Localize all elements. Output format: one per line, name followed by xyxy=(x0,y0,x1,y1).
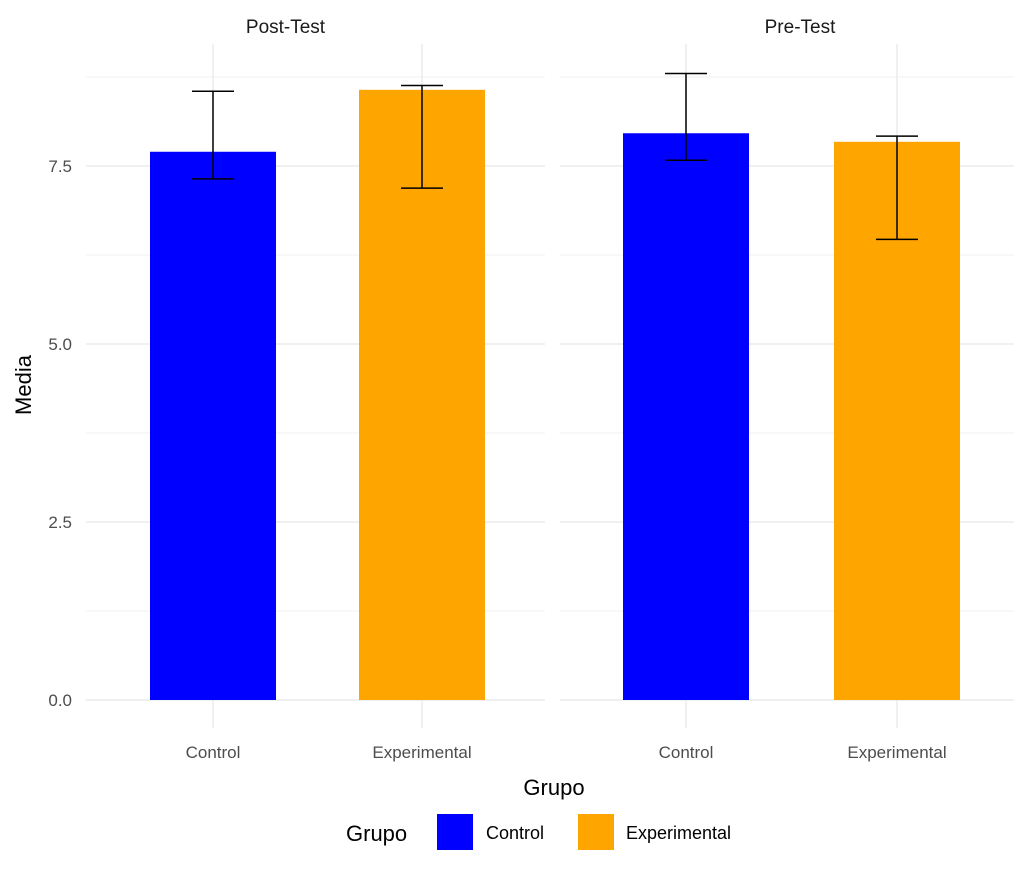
legend-swatch-control xyxy=(437,814,473,850)
y-axis-title: Media xyxy=(11,354,36,415)
y-tick-label: 2.5 xyxy=(48,513,72,532)
facet-panel-1: Pre-Test Control Experimental xyxy=(560,17,1014,762)
legend: Grupo Control Experimental xyxy=(346,814,731,850)
x-tick-label: Control xyxy=(186,743,241,762)
y-tick-label: 7.5 xyxy=(48,157,72,176)
facet-panel-0: Post-Test Control Experimental xyxy=(86,17,545,762)
bar-control xyxy=(150,151,276,700)
bar-experimental xyxy=(359,89,485,701)
x-tick-label: Experimental xyxy=(372,743,471,762)
facets-layer: Post-Test Control Experimental Pre-Test Cont… xyxy=(86,17,1014,762)
y-tick-label: 0.0 xyxy=(48,691,72,710)
x-axis-title: Grupo xyxy=(523,775,584,800)
facet-title: Pre-Test xyxy=(765,17,836,38)
x-tick-label: Experimental xyxy=(847,743,946,762)
facet-title: Post-Test xyxy=(246,17,326,38)
legend-swatch-experimental xyxy=(578,814,614,850)
y-tick-label: 5.0 xyxy=(48,335,72,354)
x-tick-label: Control xyxy=(659,743,714,762)
legend-title: Grupo xyxy=(346,821,407,846)
y-axis: 0.0 2.5 5.0 7.5 xyxy=(48,157,72,710)
legend-label-control: Control xyxy=(486,823,544,843)
bar-control xyxy=(623,133,749,701)
legend-label-experimental: Experimental xyxy=(626,823,731,843)
